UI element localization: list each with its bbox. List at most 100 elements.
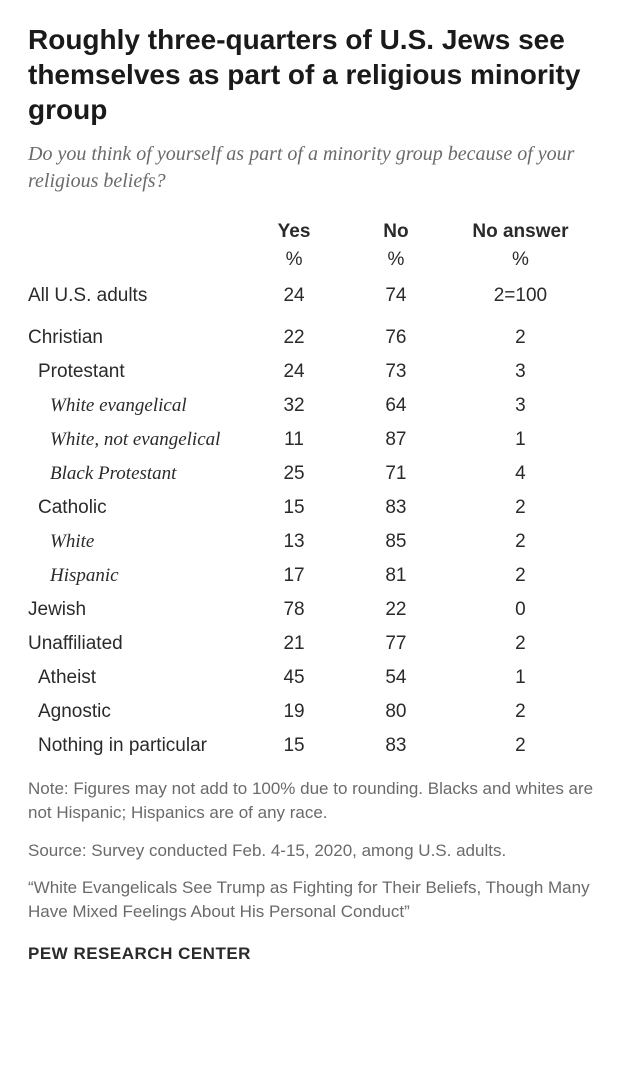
table-row: Hispanic 17812: [28, 559, 594, 593]
row-label-text: Nothing in particular: [28, 735, 207, 756]
cell-noanswer: 2: [447, 559, 594, 593]
table-row: All U.S. adults 24742=100: [28, 279, 594, 313]
cell-noanswer: 0: [447, 593, 594, 627]
cell-noanswer: 3: [447, 355, 594, 389]
cell-yes: 17: [243, 559, 345, 593]
row-label: Hispanic: [28, 559, 243, 593]
cell-noanswer: 2: [447, 729, 594, 763]
data-table: Yes No No answer % % % All U.S. adults24…: [28, 219, 594, 763]
row-label-text: Christian: [28, 327, 103, 348]
row-label: Unaffiliated: [28, 627, 243, 661]
cell-yes: 19: [243, 695, 345, 729]
unit-noanswer: %: [447, 243, 594, 279]
table-header-row: Yes No No answer: [28, 219, 594, 243]
cell-no: 80: [345, 695, 447, 729]
table-row: Protestant 24733: [28, 355, 594, 389]
table-unit-row: % % %: [28, 243, 594, 279]
row-label-text: White: [28, 531, 94, 552]
cell-yes: 32: [243, 389, 345, 423]
row-label-text: All U.S. adults: [28, 285, 147, 306]
cell-noanswer: 4: [447, 457, 594, 491]
table-row: Jewish 78220: [28, 593, 594, 627]
row-label-text: Hispanic: [28, 565, 119, 586]
cell-no: 64: [345, 389, 447, 423]
row-label: Black Protestant: [28, 457, 243, 491]
cell-no: 83: [345, 491, 447, 525]
cell-yes: 24: [243, 355, 345, 389]
row-label-text: Agnostic: [28, 701, 111, 722]
row-label-text: Jewish: [28, 599, 86, 620]
table-row: Atheist 45541: [28, 661, 594, 695]
row-label: Agnostic: [28, 695, 243, 729]
table-row: Nothing in particular 15832: [28, 729, 594, 763]
header-yes: Yes: [243, 219, 345, 243]
table-row: White 13852: [28, 525, 594, 559]
row-label-text: Black Protestant: [28, 463, 176, 484]
cell-noanswer: 1: [447, 423, 594, 457]
page-title: Roughly three-quarters of U.S. Jews see …: [28, 22, 594, 127]
row-label: White, not evangelical: [28, 423, 243, 457]
cell-yes: 11: [243, 423, 345, 457]
source-org: PEW RESEARCH CENTER: [28, 944, 594, 964]
cell-noanswer: 2=100: [447, 279, 594, 313]
row-label: White evangelical: [28, 389, 243, 423]
table-row: Agnostic 19802: [28, 695, 594, 729]
cell-no: 22: [345, 593, 447, 627]
row-label: Nothing in particular: [28, 729, 243, 763]
cell-no: 76: [345, 321, 447, 355]
row-label-text: Atheist: [28, 667, 96, 688]
cell-noanswer: 2: [447, 491, 594, 525]
row-label: All U.S. adults: [28, 279, 243, 313]
cell-no: 54: [345, 661, 447, 695]
cell-no: 87: [345, 423, 447, 457]
row-label-text: Unaffiliated: [28, 633, 123, 654]
cell-noanswer: 2: [447, 695, 594, 729]
table-row: Unaffiliated21772: [28, 627, 594, 661]
row-label: Jewish: [28, 593, 243, 627]
cell-noanswer: 2: [447, 525, 594, 559]
note-source: Source: Survey conducted Feb. 4-15, 2020…: [28, 839, 594, 863]
page-subtitle: Do you think of yourself as part of a mi…: [28, 141, 594, 195]
table-row: Catholic 15832: [28, 491, 594, 525]
row-label: Atheist: [28, 661, 243, 695]
table-spacer: [28, 313, 594, 321]
unit-no: %: [345, 243, 447, 279]
header-noanswer: No answer: [447, 219, 594, 243]
cell-noanswer: 1: [447, 661, 594, 695]
cell-yes: 25: [243, 457, 345, 491]
cell-no: 74: [345, 279, 447, 313]
row-label-text: Catholic: [28, 497, 107, 518]
unit-label-col: [28, 243, 243, 279]
cell-yes: 15: [243, 729, 345, 763]
note-rounding: Note: Figures may not add to 100% due to…: [28, 777, 594, 825]
row-label: Christian: [28, 321, 243, 355]
cell-yes: 15: [243, 491, 345, 525]
table-row: White evangelical 32643: [28, 389, 594, 423]
cell-noanswer: 2: [447, 321, 594, 355]
header-no: No: [345, 219, 447, 243]
row-label-text: Protestant: [28, 361, 125, 382]
cell-no: 77: [345, 627, 447, 661]
cell-yes: 22: [243, 321, 345, 355]
cell-yes: 45: [243, 661, 345, 695]
cell-no: 83: [345, 729, 447, 763]
cell-no: 85: [345, 525, 447, 559]
cell-no: 81: [345, 559, 447, 593]
table-body: All U.S. adults24742=100Christian22762Pr…: [28, 279, 594, 763]
cell-yes: 21: [243, 627, 345, 661]
table-row: Black Protestant 25714: [28, 457, 594, 491]
table-row: Christian 22762: [28, 321, 594, 355]
header-label-col: [28, 219, 243, 243]
cell-no: 73: [345, 355, 447, 389]
cell-yes: 24: [243, 279, 345, 313]
row-label-text: White evangelical: [28, 395, 187, 416]
row-label: White: [28, 525, 243, 559]
row-label: Protestant: [28, 355, 243, 389]
cell-yes: 13: [243, 525, 345, 559]
unit-yes: %: [243, 243, 345, 279]
cell-noanswer: 3: [447, 389, 594, 423]
cell-no: 71: [345, 457, 447, 491]
row-label-text: White, not evangelical: [28, 429, 220, 450]
cell-yes: 78: [243, 593, 345, 627]
table-row: White, not evangelical 11871: [28, 423, 594, 457]
